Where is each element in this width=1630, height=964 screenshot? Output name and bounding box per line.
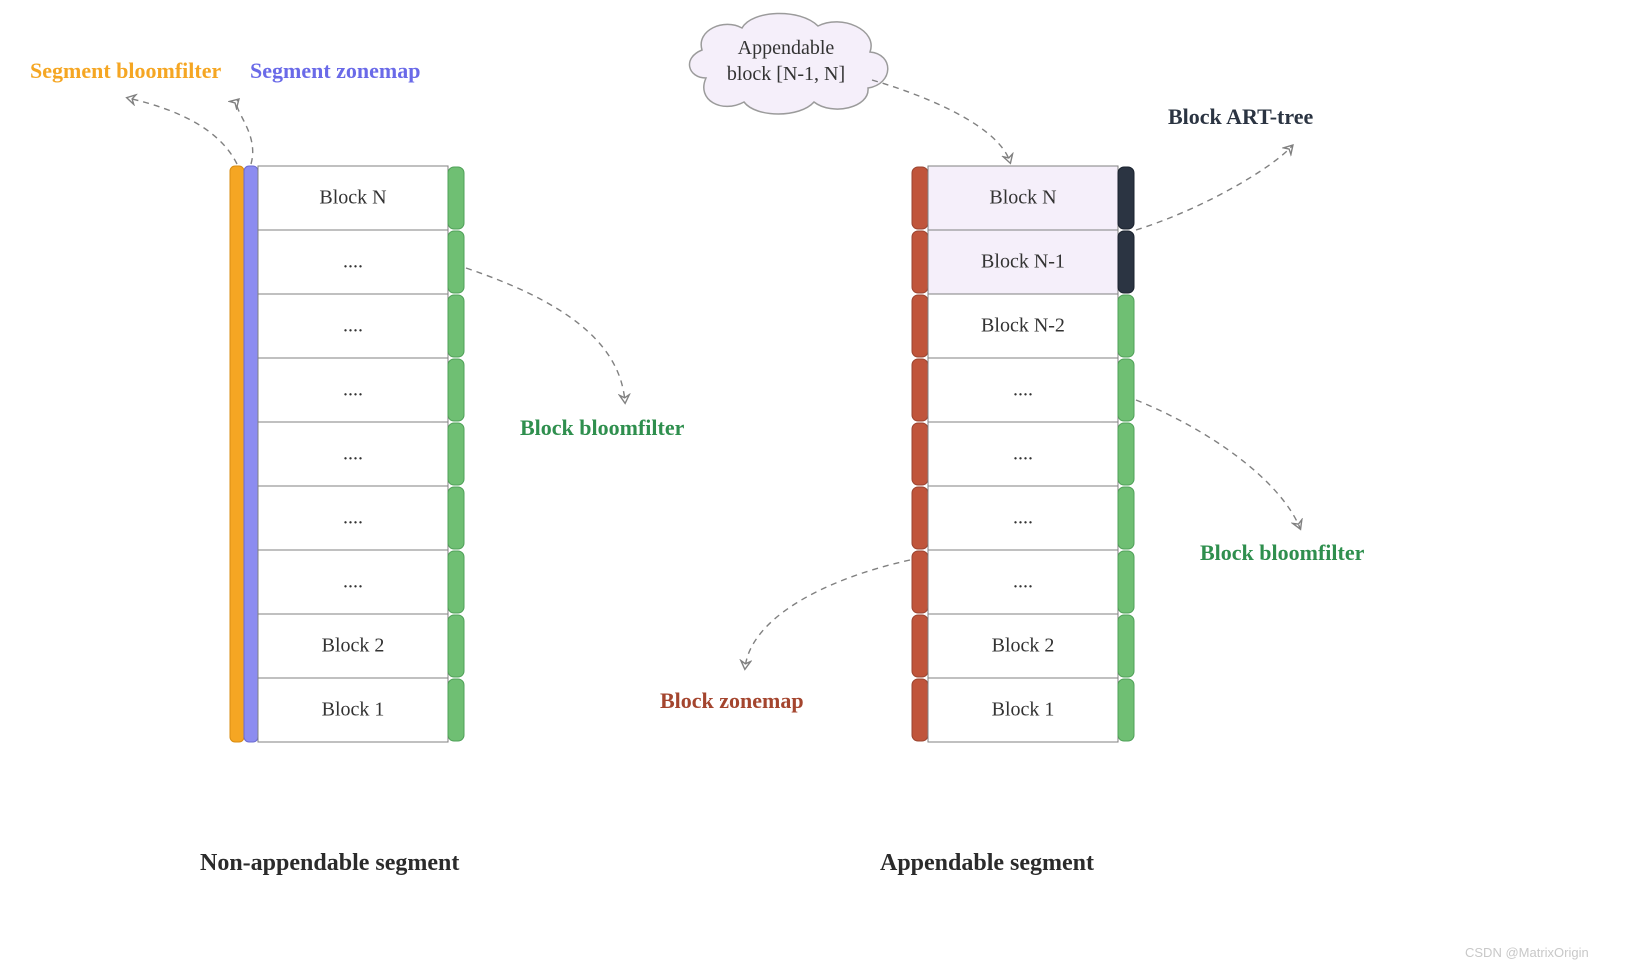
svg-text:....: .... (343, 443, 363, 465)
svg-text:Block 1: Block 1 (322, 699, 385, 721)
svg-text:....: .... (343, 315, 363, 337)
svg-text:....: .... (1013, 507, 1033, 529)
svg-text:Block N: Block N (989, 187, 1056, 209)
arrow-segment-bloomfilter (128, 98, 237, 164)
watermark: CSDN @MatrixOrigin (1465, 945, 1589, 960)
arrow-block-zonemap (745, 560, 910, 668)
segment-zonemap-label: Segment zonemap (250, 58, 420, 84)
block-bloomfilter-right-label: Block bloomfilter (1200, 540, 1364, 566)
svg-text:Block N: Block N (319, 187, 386, 209)
svg-text:....: .... (1013, 443, 1033, 465)
block-bloomfilter-left-label: Block bloomfilter (520, 415, 684, 441)
segment-bloomfilter-strip (230, 166, 244, 742)
svg-text:....: .... (343, 379, 363, 401)
cloud-text-2: block [N-1, N] (727, 63, 845, 85)
segment-bloomfilter-label: Segment bloomfilter (30, 58, 221, 84)
svg-text:Block N-2: Block N-2 (981, 315, 1065, 337)
cloud-text-1: Appendable (738, 37, 835, 59)
svg-text:....: .... (1013, 571, 1033, 593)
right-segment: Block N Block N-1 Block N-2...............… (912, 166, 1134, 742)
svg-text:Block N-1: Block N-1 (981, 251, 1065, 273)
arrow-block-bloomfilter-left (466, 268, 625, 402)
appendable-cloud: Appendable block [N-1, N] (690, 13, 888, 114)
diagram-svg: Appendable block [N-1, N] Block N.......… (0, 0, 1630, 964)
caption-right: Appendable segment (880, 850, 1094, 877)
arrows (128, 80, 1300, 668)
arrow-art-tree (1136, 146, 1292, 230)
block-zonemap-label: Block zonemap (660, 688, 804, 714)
svg-text:....: .... (343, 571, 363, 593)
svg-text:....: .... (1013, 379, 1033, 401)
arrow-segment-zonemap (237, 100, 253, 164)
segment-zonemap-strip (244, 166, 258, 742)
svg-text:Block 2: Block 2 (992, 635, 1055, 657)
svg-text:....: .... (343, 507, 363, 529)
svg-text:Block 2: Block 2 (322, 635, 385, 657)
svg-text:....: .... (343, 251, 363, 273)
block-art-tree-label: Block ART-tree (1168, 104, 1313, 130)
caption-left: Non-appendable segment (200, 850, 459, 877)
arrow-block-bloomfilter-right (1136, 400, 1300, 528)
left-segment: Block N........................ Block 2 Bl… (230, 166, 464, 742)
arrow-cloud-to-block (872, 80, 1010, 162)
svg-text:Block 1: Block 1 (992, 699, 1055, 721)
